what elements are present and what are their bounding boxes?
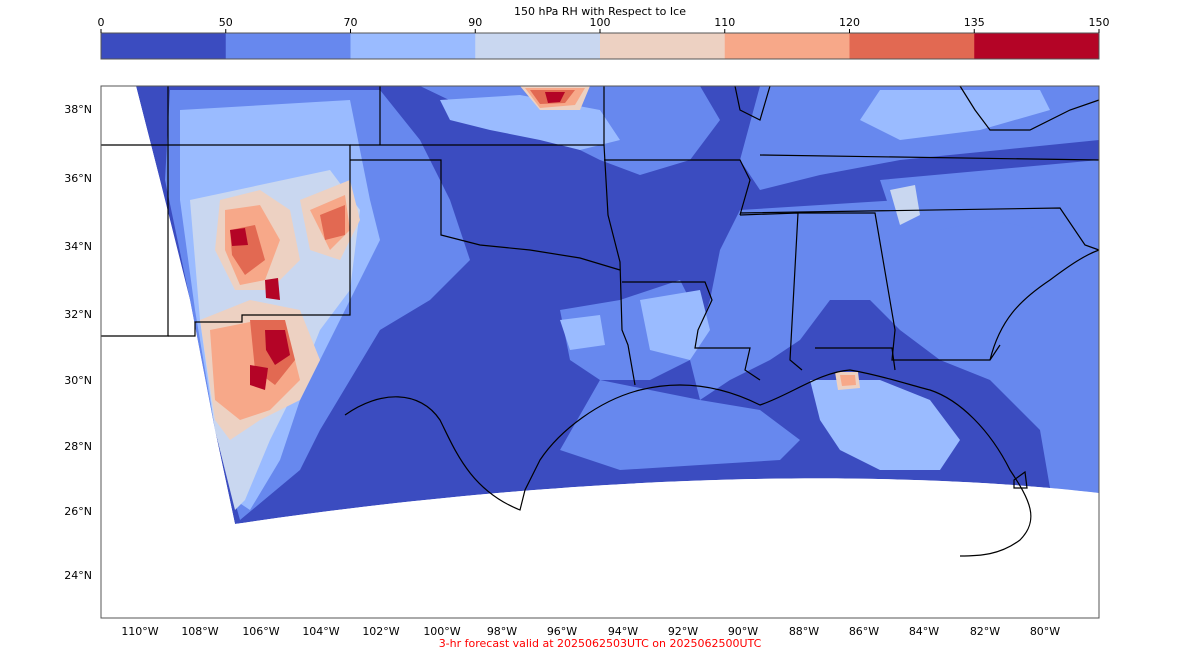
lat-label-30n: 30°N bbox=[64, 374, 92, 387]
lon-label-98w: 98°W bbox=[486, 625, 518, 638]
lat-label-26n: 26°N bbox=[64, 505, 92, 518]
lon-label-96w: 96°W bbox=[546, 625, 578, 638]
lon-label-110w: 110°W bbox=[121, 625, 159, 638]
colorbar-tick-label: 150 bbox=[1088, 16, 1110, 29]
lat-label-24n: 24°N bbox=[64, 569, 92, 582]
lon-label-92w: 92°W bbox=[667, 625, 699, 638]
no-data-left bbox=[101, 86, 235, 618]
lat-label-36n: 36°N bbox=[64, 172, 92, 185]
colorbar-tick-label: 110 bbox=[714, 16, 736, 29]
lon-label-104w: 104°W bbox=[302, 625, 340, 638]
lat-label-38n: 38°N bbox=[64, 103, 92, 116]
colorbar-tick-label: 135 bbox=[963, 16, 985, 29]
lon-label-90w: 90°W bbox=[727, 625, 759, 638]
lon-label-94w: 94°W bbox=[607, 625, 639, 638]
lon-label-80w: 80°W bbox=[1029, 625, 1061, 638]
rh-135-150-regions bbox=[230, 92, 565, 390]
lon-label-88w: 88°W bbox=[788, 625, 820, 638]
colorbar bbox=[100, 29, 1100, 60]
no-data-bottom bbox=[235, 478, 1099, 618]
state-borders bbox=[101, 85, 1100, 557]
lon-label-84w: 84°W bbox=[908, 625, 940, 638]
colorbar-segment-0 bbox=[101, 33, 227, 59]
colorbar-tick-label: 50 bbox=[218, 16, 233, 29]
colorbar-segment-6 bbox=[849, 33, 975, 59]
lon-label-108w: 108°W bbox=[181, 625, 219, 638]
colorbar-tick-label: 120 bbox=[839, 16, 860, 29]
colorbar-segment-7 bbox=[974, 33, 1100, 59]
forecast-valid-text: 3-hr forecast valid at 2025062503UTC on … bbox=[438, 637, 762, 650]
lon-label-106w: 106°W bbox=[242, 625, 280, 638]
lon-label-86w: 86°W bbox=[848, 625, 880, 638]
lon-label-100w: 100°W bbox=[423, 625, 461, 638]
map-panel bbox=[100, 85, 1100, 619]
colorbar-segment-5 bbox=[724, 33, 850, 59]
colorbar-tick-label: 100 bbox=[589, 16, 611, 29]
colorbar-segment-1 bbox=[225, 33, 351, 59]
colorbar-segment-4 bbox=[600, 33, 726, 59]
map-frame bbox=[100, 85, 1100, 619]
colorbar-segment-3 bbox=[475, 33, 601, 59]
colorbar-tick-label: 70 bbox=[343, 16, 358, 29]
colorbar-tick-label: 90 bbox=[468, 16, 483, 29]
lat-label-28n: 28°N bbox=[64, 440, 92, 453]
colorbar-title: 150 hPa RH with Respect to Ice bbox=[514, 5, 686, 18]
lon-label-82w: 82°W bbox=[969, 625, 1001, 638]
colorbar-tick-label: 0 bbox=[97, 16, 105, 29]
lon-label-102w: 102°W bbox=[362, 625, 400, 638]
colorbar-segment-2 bbox=[350, 33, 476, 59]
lat-label-34n: 34°N bbox=[64, 240, 92, 253]
lat-label-32n: 32°N bbox=[64, 308, 92, 321]
